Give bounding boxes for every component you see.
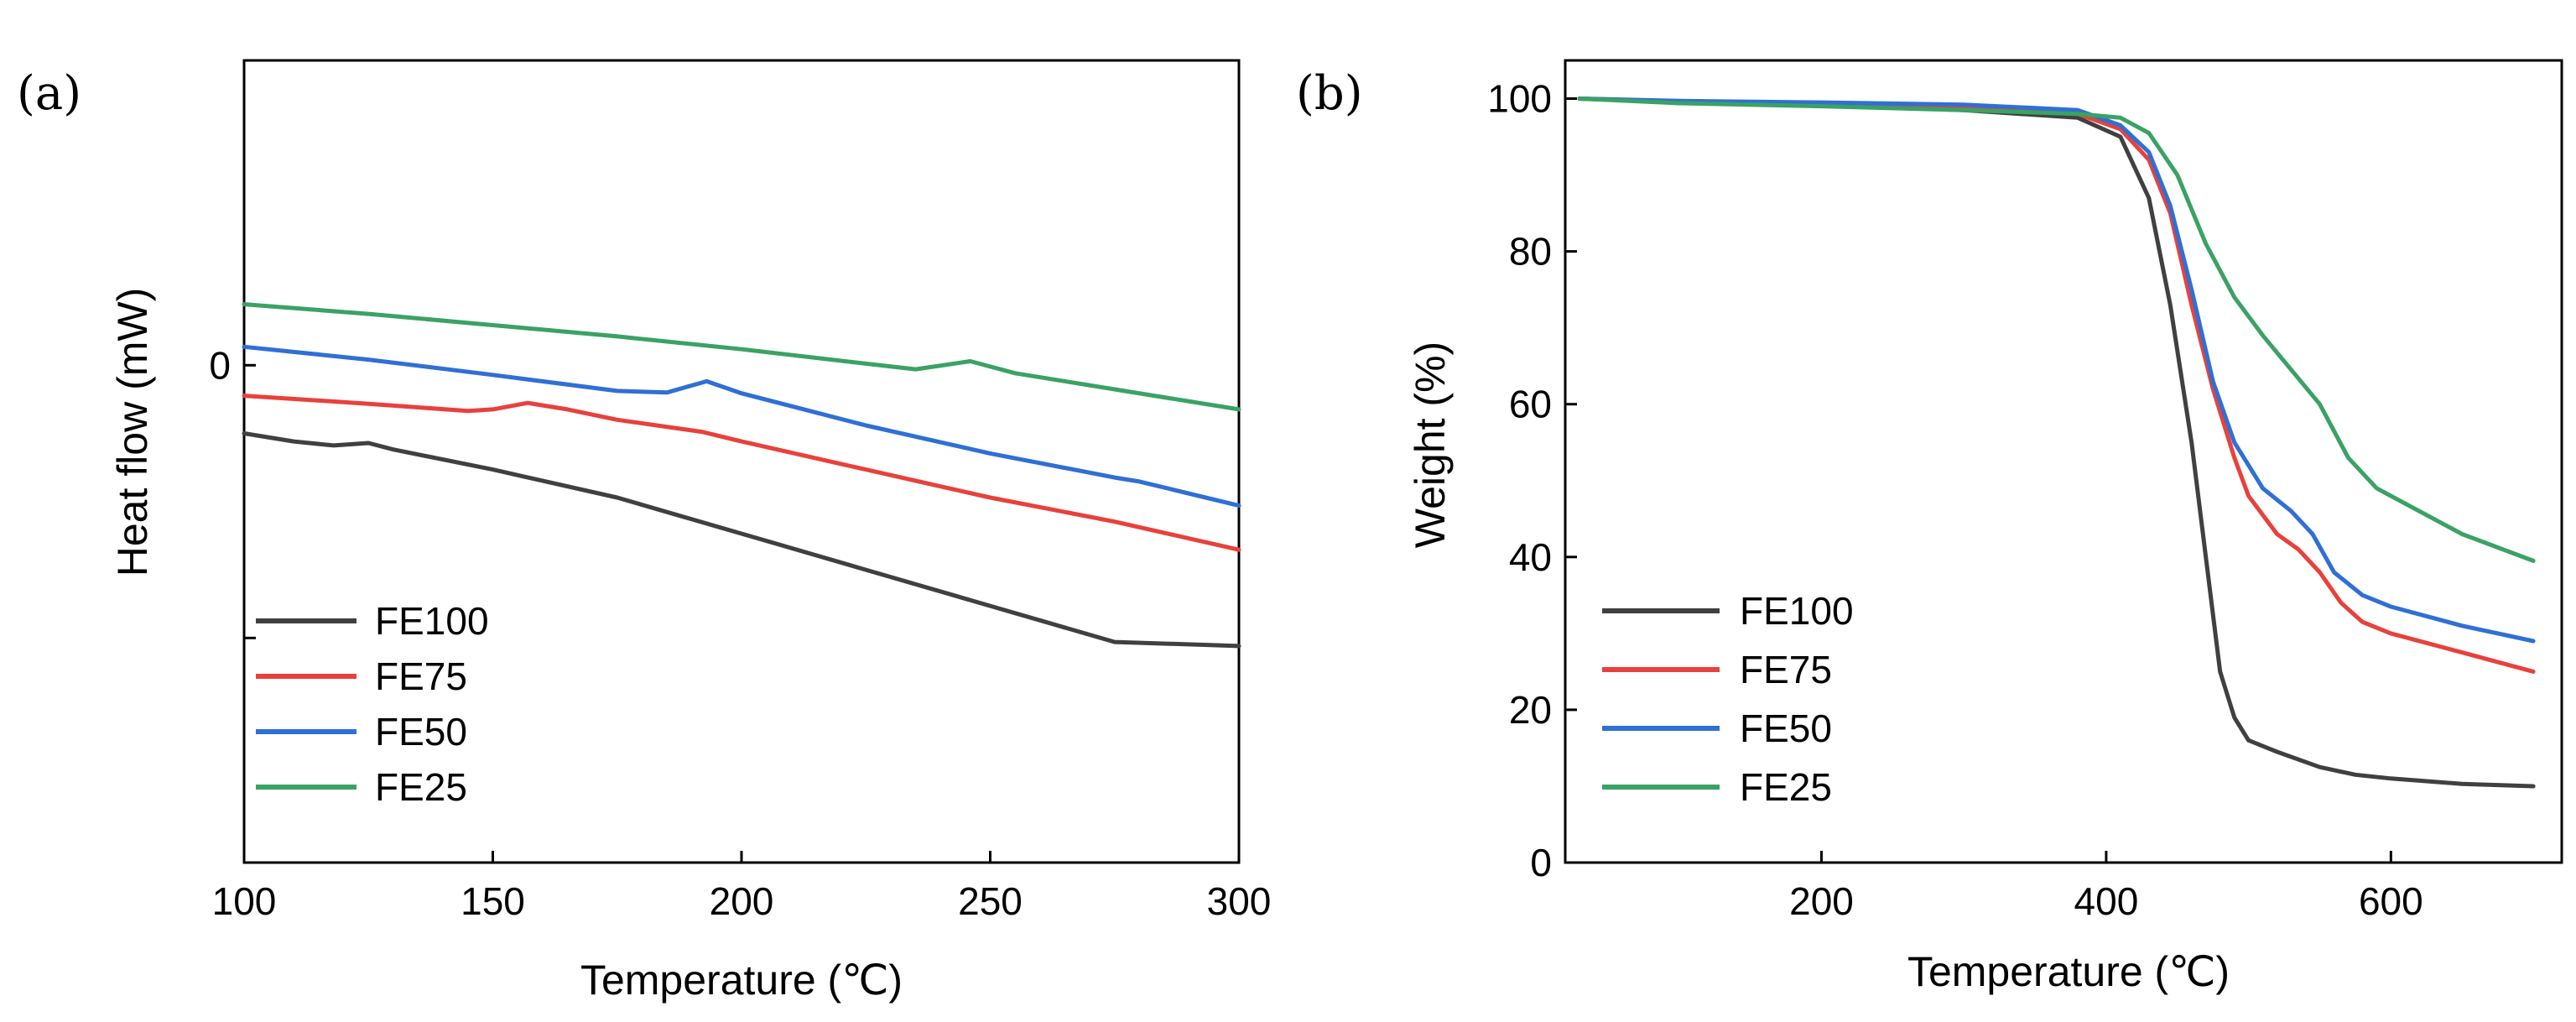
panel-b-series-fe25 xyxy=(1577,96,2536,563)
panel-b-series-fe50 xyxy=(1577,96,2536,644)
panel-b-legend-label-fe50: FE50 xyxy=(1740,707,1832,750)
panel-a-series-fe50 xyxy=(242,344,1241,508)
panel-a-y-tick-label: 0 xyxy=(209,343,231,387)
panel-b-y-tick-label: 0 xyxy=(1530,841,1552,884)
panel-a-series-fe100 xyxy=(242,431,1241,649)
panel-b-x-tick-label: 200 xyxy=(1789,879,1854,923)
panel-b-x-tick-label: 600 xyxy=(2359,879,2423,923)
panel-a-label: (a) xyxy=(17,66,81,121)
panel-a-legend-label-fe100: FE100 xyxy=(375,599,489,643)
panel-b-legend-label-fe75: FE75 xyxy=(1740,648,1832,691)
panel-a-legend-label-fe75: FE75 xyxy=(375,654,467,698)
panel-b-ticks-group: 200 400 600 0 20 40 60 80 100 xyxy=(1487,77,2422,923)
panel-b-legend-label-fe25: FE25 xyxy=(1740,765,1832,809)
panel-b-series-fe75 xyxy=(1577,96,2536,674)
panel-a-ticks-group: 100 150 200 250 300 0 xyxy=(209,343,1271,923)
panel-b-x-tick-label: 400 xyxy=(2074,879,2139,923)
panel-a-legend: FE100 FE75 FE50 FE25 xyxy=(256,599,489,809)
panel-b-legend: FE100 FE75 FE50 FE25 xyxy=(1602,589,1854,809)
panel-a-legend-label-fe25: FE25 xyxy=(375,765,467,809)
panel-a-x-tick-label: 250 xyxy=(958,879,1023,923)
panel-b-y-tick-label: 60 xyxy=(1509,383,1552,426)
panel-b-y-tick-label: 40 xyxy=(1509,535,1552,579)
panel-b-plot-frame xyxy=(1564,59,2563,864)
panel-a-series-fe75 xyxy=(242,394,1241,552)
panel-a-series-fe25 xyxy=(242,302,1241,412)
panel-a-y-axis-title: Heat flow (mW) xyxy=(109,288,156,576)
panel-a-legend-label-fe50: FE50 xyxy=(375,710,467,753)
panel-b-y-tick-label: 80 xyxy=(1509,230,1552,274)
panel-b-y-axis-title: Weight (%) xyxy=(1407,342,1454,548)
panel-b-y-tick-label: 100 xyxy=(1487,77,1552,121)
panel-a-series-group xyxy=(242,302,1241,649)
panel-a-x-tick-label: 150 xyxy=(461,879,525,923)
panel-b-label: (b) xyxy=(1296,66,1363,121)
panel-b-y-tick-label: 20 xyxy=(1509,688,1552,732)
panel-a-x-tick-label: 300 xyxy=(1207,879,1272,923)
panel-b-x-axis-title: Temperature (℃) xyxy=(1907,948,2230,995)
panel-b-series-group xyxy=(1577,96,2536,789)
panel-b-weight-chart: (b) 200 400 600 0 20 40 60 80 100 Temperature (℃… xyxy=(1296,59,2563,995)
panel-a-heat-flow-chart: (a) 100 150 200 250 300 0 Temperature (℃) Hea… xyxy=(17,59,1271,1004)
panel-a-x-axis-title: Temperature (℃) xyxy=(580,957,903,1004)
panel-b-series-fe100 xyxy=(1577,96,2536,789)
panel-a-x-tick-label: 100 xyxy=(212,879,277,923)
panel-b-legend-label-fe100: FE100 xyxy=(1740,589,1854,633)
panel-a-x-tick-label: 200 xyxy=(710,879,774,923)
